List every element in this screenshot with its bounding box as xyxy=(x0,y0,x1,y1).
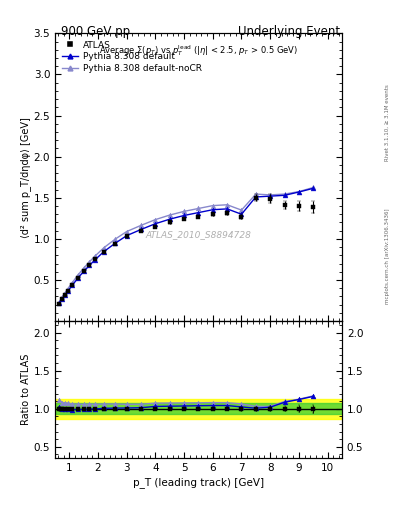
X-axis label: p_T (leading track) [GeV]: p_T (leading track) [GeV] xyxy=(133,477,264,488)
Text: mcplots.cern.ch [arXiv:1306.3436]: mcplots.cern.ch [arXiv:1306.3436] xyxy=(385,208,390,304)
Y-axis label: Ratio to ATLAS: Ratio to ATLAS xyxy=(21,354,31,425)
Y-axis label: ⟨d² sum p_T/dηdφ⟩ [GeV]: ⟨d² sum p_T/dηdφ⟩ [GeV] xyxy=(20,117,31,238)
Legend: ATLAS, Pythia 8.308 default, Pythia 8.308 default-noCR: ATLAS, Pythia 8.308 default, Pythia 8.30… xyxy=(59,38,205,76)
Text: Rivet 3.1.10, ≥ 3.1M events: Rivet 3.1.10, ≥ 3.1M events xyxy=(385,84,390,161)
Text: Underlying Event: Underlying Event xyxy=(238,25,340,37)
Text: ATLAS_2010_S8894728: ATLAS_2010_S8894728 xyxy=(145,230,252,239)
Text: 900 GeV pp: 900 GeV pp xyxy=(61,25,130,37)
Bar xyxy=(55,399,342,419)
Bar xyxy=(55,403,342,414)
Text: Average $\Sigma(p_T)$ vs $p_T^{\rm lead}$ ($|\eta|$ < 2.5, $p_T$ > 0.5 GeV): Average $\Sigma(p_T)$ vs $p_T^{\rm lead}… xyxy=(99,44,298,58)
